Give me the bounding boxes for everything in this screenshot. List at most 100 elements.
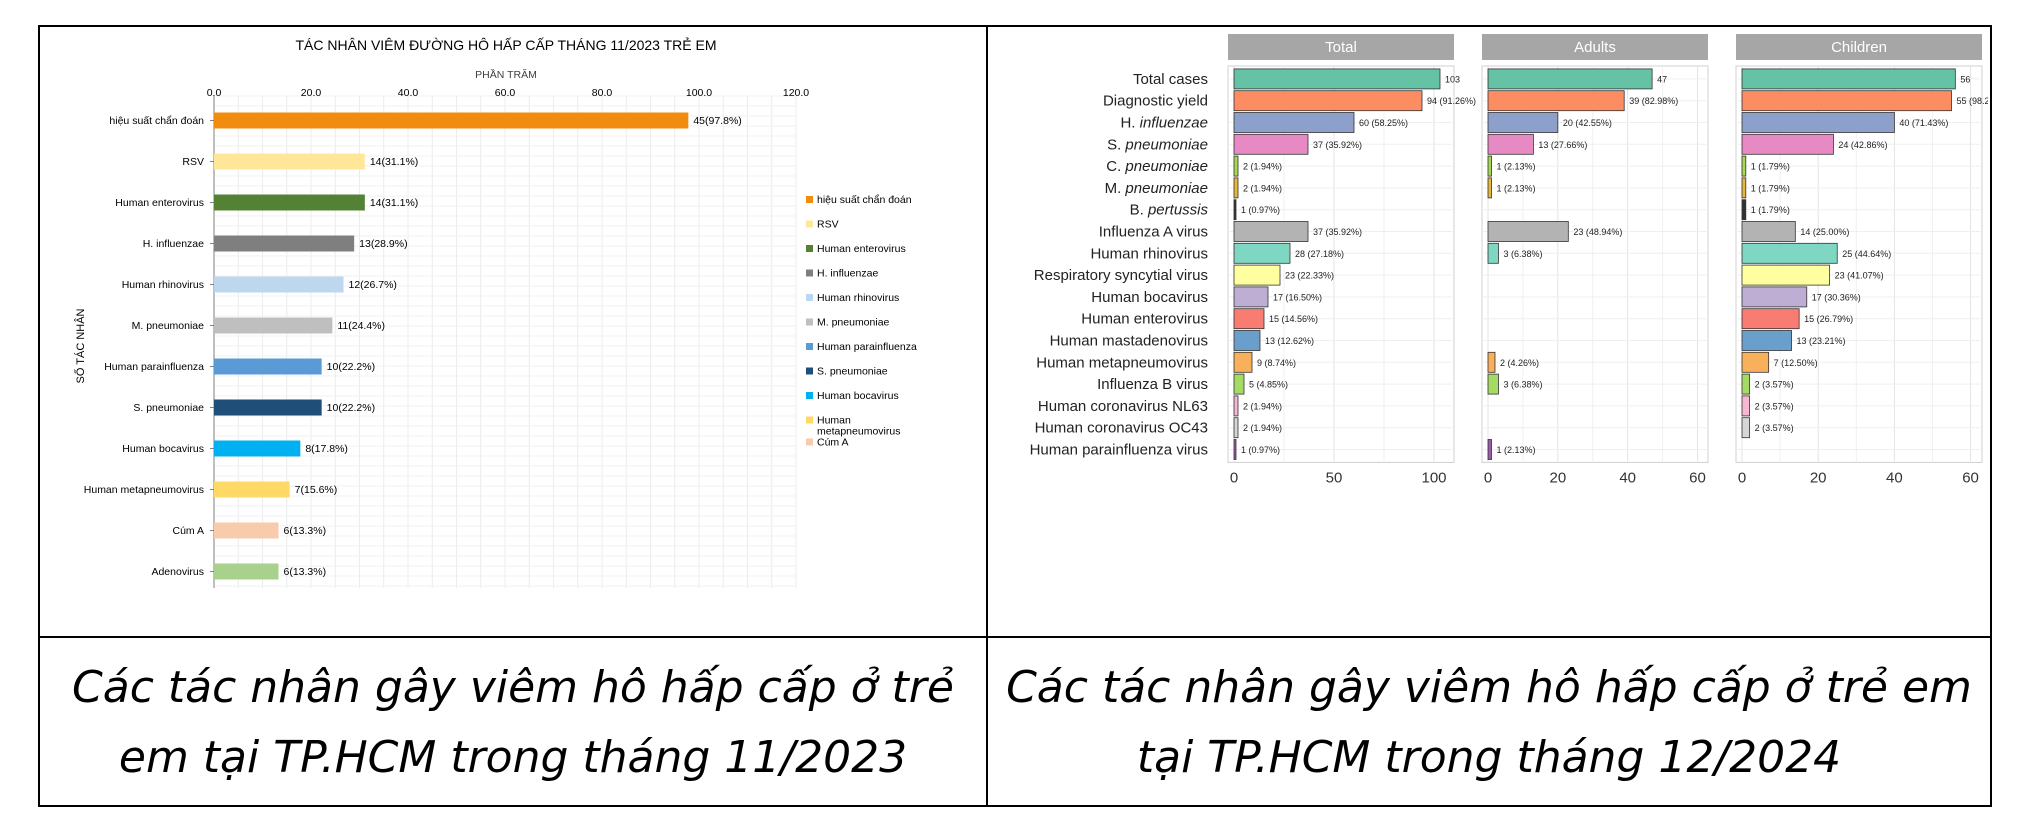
x-tick-label: 40	[1886, 469, 1903, 486]
legend-swatch	[806, 269, 813, 277]
category-label: Human rhinovirus	[122, 279, 204, 291]
bar	[1741, 221, 1796, 242]
bar	[1741, 264, 1831, 286]
bar	[1233, 133, 1309, 155]
x-tick-label: 40	[1619, 469, 1636, 486]
cropped-bottom-strip	[0, 808, 2028, 822]
chart-2023-xlabel: PHẦN TRĂM	[475, 68, 537, 81]
category-label: S. pneumoniae	[133, 402, 204, 414]
facet-strip	[1736, 34, 1982, 60]
facet-total: Total 0 50 100 103 94 (91.26%) 60 (58.25%) 37 (…	[1227, 34, 1476, 486]
column-divider	[986, 25, 988, 807]
bar	[1487, 242, 1499, 264]
bar	[1487, 373, 1499, 395]
bar	[1233, 221, 1309, 242]
category-label: Influenza A virus	[1099, 224, 1208, 241]
chart-2023-legend: hiệu suất chẩn đoán RSV Human enterovirus H…	[806, 194, 917, 449]
category-label-text: Human parainfluenza virus	[1030, 442, 1208, 459]
bar	[214, 522, 279, 539]
bar-label: 13 (27.66%)	[1538, 140, 1587, 150]
legend-label: S. pneumoniae	[817, 366, 888, 378]
facet-adults: Adults 0 20 40 60 47 39 (82.98%) 20 (42.55%) 13 …	[1481, 34, 1709, 486]
bar	[214, 481, 290, 498]
bar	[1487, 439, 1492, 460]
category-label-italic: pneumoniae	[1124, 158, 1208, 175]
bar-label: 23 (41.07%)	[1835, 271, 1884, 281]
category-label-text: M.	[1105, 180, 1126, 197]
bar-label: 23 (48.94%)	[1573, 227, 1622, 237]
bar	[1233, 199, 1237, 221]
category-label: Human metapneumovirus	[84, 484, 204, 496]
bar-label: 3 (6.38%)	[1503, 380, 1542, 390]
bar-label: 9 (8.74%)	[1257, 358, 1296, 368]
x-tick-label: 20	[1549, 469, 1566, 486]
bar	[214, 112, 689, 129]
category-label-text: B.	[1130, 202, 1148, 219]
bar-label: 60 (58.25%)	[1359, 118, 1408, 128]
bar-label: 1 (2.13%)	[1496, 162, 1535, 172]
bar-label: 15 (26.79%)	[1804, 314, 1853, 324]
x-tick-label: 80.0	[592, 87, 613, 99]
category-label-text: Respiratory syncytial virus	[1034, 267, 1208, 284]
bar-label: 2 (1.94%)	[1243, 401, 1282, 411]
category-label: Human bocavirus	[122, 443, 204, 455]
bar-label: 13(28.9%)	[359, 238, 407, 250]
category-label: Human rhinovirus	[1090, 245, 1208, 262]
caption-2024: Các tác nhân gây viêm hô hấp cấp ở trẻ e…	[988, 640, 1990, 805]
bar	[1233, 330, 1261, 351]
category-label: RSV	[182, 156, 204, 168]
bar	[1487, 351, 1496, 373]
category-label: Human parainfluenza	[104, 361, 204, 373]
category-label: Adenovirus	[151, 566, 204, 578]
chart-2023-grid	[213, 95, 797, 588]
legend-swatch	[806, 196, 813, 203]
category-label-text: H.	[1120, 115, 1139, 132]
bar	[1233, 112, 1355, 133]
bar	[214, 563, 279, 580]
facet-title: Adults	[1574, 39, 1616, 56]
chart-2024-category-labels: Total cases Diagnostic yield H. influenzae…	[1030, 71, 1209, 459]
chart-2023-x-ticks: 0.0 20.0 40.0 60.0 80.0 100.0 120.0	[207, 87, 810, 99]
bar-label: 45(97.8%)	[693, 115, 741, 127]
category-label-italic: pneumoniae	[1124, 180, 1208, 197]
legend-label: M. pneumoniae	[817, 317, 890, 329]
chart-2023-title: TÁC NHÂN VIÊM ĐƯỜNG HÔ HẤP CẤP THÁNG 11/…	[296, 37, 717, 53]
facet-children: Children 0 20 40 60 56 55 (98.21%) 40 (71.43%) 2…	[1735, 34, 1988, 486]
legend-swatch	[806, 367, 813, 375]
bar	[1741, 308, 1800, 330]
bar-label: 1 (0.97%)	[1241, 445, 1280, 455]
bar-label: 14(31.1%)	[370, 197, 418, 209]
bar-label: 20 (42.55%)	[1563, 118, 1612, 128]
bar-label: 8(17.8%)	[305, 443, 348, 455]
bar-label: 47	[1657, 74, 1667, 84]
x-tick-label: 40.0	[398, 87, 419, 99]
category-label: Human bocavirus	[1091, 289, 1208, 306]
bar	[1741, 417, 1751, 439]
bar-label: 25 (44.64%)	[1842, 249, 1891, 259]
category-label-text: Human enterovirus	[1081, 311, 1208, 328]
bar	[1741, 112, 1895, 133]
x-tick-label: 0	[1230, 469, 1238, 486]
bar-label: 14(31.1%)	[370, 156, 418, 168]
facet-title: Children	[1831, 39, 1887, 56]
category-label-text: Human bocavirus	[1091, 289, 1208, 306]
category-label-text: Influenza B virus	[1097, 376, 1208, 393]
table-frame	[38, 25, 1992, 807]
legend-swatch	[806, 343, 813, 350]
bar	[1233, 155, 1239, 177]
legend-swatch	[806, 416, 813, 424]
bar	[1233, 395, 1239, 417]
category-label: Human mastadenovirus	[1050, 333, 1208, 350]
bar	[1233, 373, 1245, 395]
bar-label: 2 (3.57%)	[1755, 380, 1794, 390]
bar	[1487, 133, 1534, 155]
category-label-text: Human rhinovirus	[1090, 245, 1208, 262]
bar-label: 103	[1445, 74, 1460, 84]
category-label-text: Human metapneumovirus	[1036, 354, 1208, 371]
x-tick-label: 60	[1962, 469, 1979, 486]
category-label-italic: influenzae	[1140, 115, 1208, 132]
bar-label: 1 (1.79%)	[1751, 162, 1790, 172]
bar	[1233, 351, 1253, 373]
bar-label: 17 (30.36%)	[1812, 292, 1861, 302]
category-label: Influenza B virus	[1097, 376, 1208, 393]
